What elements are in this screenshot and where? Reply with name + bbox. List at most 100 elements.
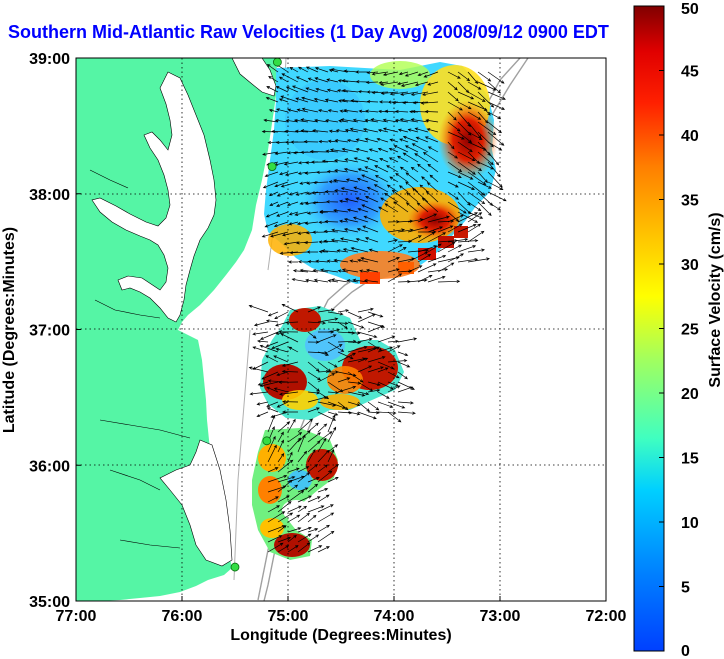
velocity-arrow (417, 71, 429, 77)
velocity-arrow (287, 484, 299, 493)
colorbar-tick-label: 0 (681, 643, 690, 659)
velocity-arrow (427, 215, 450, 223)
velocity-arrow (397, 337, 418, 343)
velocity-arrow (387, 339, 399, 344)
colorbar-tick-label: 25 (681, 322, 699, 339)
velocity-arrow (447, 191, 459, 200)
velocity-arrow (336, 249, 349, 253)
velocity-arrow (276, 371, 289, 377)
velocity-arrow (280, 95, 299, 103)
velocity-arrow (347, 411, 361, 416)
velocity-arrow (387, 273, 403, 283)
velocity-arrow (377, 147, 389, 153)
rivers (89, 169, 191, 549)
velocity-arrow (267, 140, 279, 145)
velocity-arrow (410, 166, 419, 173)
velocity-arrow (364, 118, 379, 123)
velocity-arrow (340, 237, 359, 243)
velocity-arrow (326, 78, 339, 83)
velocity-arrow (276, 108, 289, 113)
velocity-arrow (264, 171, 279, 177)
velocity-arrow (341, 98, 359, 103)
velocity-arrow (347, 321, 365, 329)
velocity-arrow (273, 355, 289, 363)
velocity-arrow (386, 184, 399, 193)
velocity-arrow (315, 259, 329, 263)
velocity-arrow (317, 369, 330, 374)
velocity-arrow (386, 165, 399, 173)
velocity-arrow (278, 330, 299, 334)
velocity-arrow (292, 269, 309, 273)
velocity-arrow (406, 192, 419, 203)
velocity-arrow (313, 278, 329, 283)
velocity-arrow (405, 172, 419, 183)
velocity-arrow (327, 344, 343, 353)
velocity-arrow (312, 129, 329, 133)
velocity-arrow (309, 149, 329, 154)
velocity-arrow (467, 257, 490, 263)
velocity-arrow (397, 411, 416, 415)
velocity-arrow (265, 355, 279, 363)
velocity-arrow (410, 91, 429, 97)
velocity-arrow (366, 90, 378, 94)
velocity-arrow (269, 201, 279, 206)
y-tick-label: 35:00 (29, 594, 70, 611)
velocity-arrow (340, 187, 359, 193)
velocity-arrow (343, 228, 359, 233)
velocity-arrow (339, 219, 349, 223)
velocity-arrow (347, 371, 364, 383)
velocity-arrow (297, 526, 312, 533)
velocity-arrow (467, 151, 480, 165)
velocity-arrow (364, 196, 379, 203)
velocity-arrow (417, 274, 433, 283)
colorbar-tick-label: 15 (681, 451, 699, 468)
velocity-arrow (393, 201, 409, 213)
velocity-arrow (447, 214, 465, 223)
velocity-arrow (360, 256, 379, 263)
velocity-arrow (287, 534, 297, 543)
velocity-arrow (327, 426, 337, 443)
velocity-arrow (457, 161, 476, 175)
velocity-arrow (477, 201, 492, 216)
velocity-arrow (266, 386, 279, 393)
velocity-arrow (357, 258, 369, 263)
velocity-arrow (274, 311, 289, 320)
velocity-arrow (387, 401, 406, 409)
velocity-arrow (304, 221, 319, 225)
velocity-arrow (287, 432, 303, 443)
velocity-arrow (355, 237, 369, 243)
velocity-arrow (346, 279, 359, 283)
velocity-arrow (367, 325, 384, 333)
velocity-arrow (333, 258, 349, 263)
velocity-arrow (417, 263, 437, 273)
velocity-arrow (281, 369, 299, 374)
velocity-arrow (358, 109, 369, 113)
velocity-arrow (396, 81, 409, 86)
pamlico-sound (159, 439, 233, 567)
velocity-arrow (419, 184, 429, 193)
colorbar-label: Surface Velocity (cm/s) (707, 212, 724, 387)
velocity-arrow (337, 351, 354, 360)
velocity-arrow (267, 475, 288, 483)
velocity-arrow (363, 215, 379, 223)
velocity-arrow (301, 107, 319, 113)
velocity-arrow (252, 346, 269, 353)
velocity-arrow (273, 221, 289, 228)
velocity-arrow (447, 161, 463, 173)
velocity-arrow (287, 108, 299, 113)
velocity-arrow (277, 536, 292, 543)
velocity-arrow (447, 111, 457, 121)
velocity-arrow (259, 344, 279, 353)
velocity-arrow (317, 317, 339, 323)
velocity-arrow (344, 198, 359, 203)
velocity-arrow (387, 228, 405, 233)
velocity-arrow (328, 129, 339, 133)
y-axis-ticks: 35:00 36:00 37:00 38:00 39:00 (29, 51, 81, 611)
velocity-arrow (364, 278, 379, 283)
velocity-arrow (412, 187, 429, 203)
chesapeake-bay (91, 71, 217, 323)
velocity-arrow (303, 140, 319, 144)
velocity-arrow (457, 171, 474, 180)
velocity-arrow (324, 98, 339, 103)
velocity-arrow (380, 81, 399, 86)
